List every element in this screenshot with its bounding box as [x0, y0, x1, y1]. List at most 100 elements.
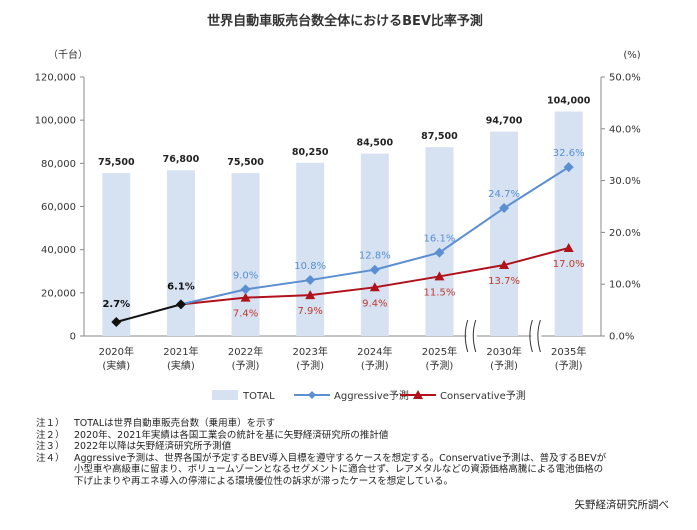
- conservative-point-label: 11.5%: [424, 287, 456, 298]
- aggressive-point-label: 16.1%: [424, 234, 456, 245]
- total-bar: [296, 162, 325, 336]
- footnote-key: 注４）: [36, 452, 65, 464]
- axis-break-mark: [464, 319, 469, 353]
- source-credit: 矢野経済研究所調べ: [574, 499, 670, 511]
- aggressive-point: [499, 203, 510, 214]
- footnotes: 注１） TOTALは世界自動車販売台数（乗用車）を示す 注２） 2020年、2021…: [36, 418, 676, 488]
- conservative-point-label: 13.7%: [488, 276, 520, 287]
- left-tick-label: 20,000: [41, 288, 76, 299]
- aggressive-point: [434, 247, 445, 258]
- total-bar-label: 75,500: [227, 157, 264, 168]
- aggressive-point: [305, 275, 316, 286]
- legend-aggressive-marker: [308, 391, 316, 399]
- x-tick-label-sub: (予測): [296, 359, 324, 372]
- total-bar-label: 84,500: [356, 138, 393, 149]
- conservative-point: [240, 292, 251, 302]
- x-tick-label-year: 2022年: [228, 345, 263, 358]
- conservative-point: [563, 242, 574, 252]
- right-tick-label: 30.0%: [609, 176, 641, 187]
- footnote-3: 注３） 2022年以降は矢野経済研究所予測値: [36, 441, 676, 453]
- x-tick-label-sub: (予測): [426, 359, 454, 372]
- bars-layer: [102, 111, 583, 337]
- right-tick-label: 10.0%: [609, 280, 641, 291]
- right-tick-label: 0.0%: [609, 332, 634, 343]
- labels-layer: 75,500 76,800 75,500 80,250 84,500 87,500 94,7…: [98, 96, 591, 320]
- conservative-point-label: 17.0%: [553, 259, 585, 270]
- chart-svg: 世界自動車販売台数全体におけるBEV比率予測 （千台） (%) 0 20,000 4…: [35, 13, 641, 402]
- total-bar: [360, 153, 389, 336]
- lines-layer: [111, 162, 574, 328]
- legend-aggressive-label: Aggressive予測: [334, 389, 409, 402]
- footnote-key: 注１）: [36, 418, 65, 429]
- aggressive-point-label: 12.8%: [359, 251, 391, 262]
- chart-title: 世界自動車販売台数全体におけるBEV比率予測: [207, 13, 483, 29]
- actual-line: [116, 303, 182, 323]
- total-bar: [425, 147, 454, 336]
- total-bar: [102, 173, 131, 336]
- left-tick-label: 120,000: [35, 73, 76, 84]
- x-tick-label-year: 2020年: [99, 345, 134, 358]
- left-tick-label: 80,000: [41, 159, 76, 170]
- footnote-4: 注４） Aggressive予測は、世界各国が予定するBEV導入目標を遵守するケー…: [36, 453, 676, 465]
- right-tick-label: 40.0%: [609, 124, 641, 135]
- axis-break-gap: [531, 318, 542, 358]
- total-bar: [554, 111, 583, 337]
- total-bar-label: 75,500: [98, 157, 135, 168]
- conservative-point: [369, 282, 380, 292]
- axis-break-mark: [537, 319, 541, 353]
- aggressive-point-label: 9.0%: [233, 270, 258, 281]
- actual-point-label: 2.7%: [102, 299, 130, 310]
- total-bar: [231, 173, 260, 336]
- aggressive-point-label: 24.7%: [488, 189, 520, 200]
- right-tick-label: 20.0%: [609, 228, 641, 239]
- left-tick-label: 40,000: [41, 245, 76, 256]
- left-tick-label: 60,000: [41, 202, 76, 213]
- x-tick-label-year: 2035年: [551, 345, 586, 358]
- aggressive-point-label: 10.8%: [294, 261, 326, 272]
- aggressive-point: [563, 162, 574, 173]
- total-bar-label: 94,700: [486, 116, 523, 127]
- aggressive-point: [240, 284, 251, 295]
- x-tick-label-year: 2025年: [422, 345, 457, 358]
- conservative-point: [499, 260, 510, 270]
- total-bar-label: 104,000: [547, 96, 591, 107]
- total-bar: [490, 131, 519, 336]
- footnote-text: TOTALは世界自動車販売台数（乗用車）を示す: [74, 418, 276, 429]
- total-bar-label: 76,800: [163, 154, 200, 165]
- axis-break-mark: [472, 319, 477, 353]
- x-tick-label-sub: (予測): [555, 359, 583, 372]
- footnote-text: Aggressive予測は、世界各国が予定するBEV導入目標を遵守するケースを想…: [74, 452, 607, 464]
- axes: 0 20,000 40,000 60,000 80,000 100,000 120,000 0…: [35, 73, 641, 373]
- actual-point-label: 6.1%: [167, 281, 195, 292]
- conservative-point: [305, 290, 316, 300]
- axis-break-gap: [466, 318, 477, 358]
- x-tick-label-sub: (予測): [232, 359, 260, 372]
- footnote-1: 注１） TOTALは世界自動車販売台数（乗用車）を示す: [36, 418, 676, 430]
- axis-breaks: [464, 318, 542, 358]
- x-tick-label-sub: (予測): [490, 359, 518, 372]
- total-bar: [166, 170, 195, 336]
- x-tick-label-year: 2023年: [292, 345, 327, 358]
- footnote-4-cont-2: 下げ止まりや再エネ導入の停滞による環境優位性の訴求が滞ったケースを想定している。: [74, 475, 453, 487]
- footnote-2: 注２） 2020年、2021年実績は各国工業会の統計を基に矢野経済研究所の推計値: [36, 430, 676, 442]
- footnote-text: 2020年、2021年実績は各国工業会の統計を基に矢野経済研究所の推計値: [74, 429, 389, 441]
- conservative-point: [434, 271, 445, 281]
- conservative-point-label: 7.4%: [233, 309, 258, 320]
- x-tick-label-sub: (実績): [102, 359, 130, 372]
- footnote-4-cont-1: 小型車や高級車に留まり、ボリュームゾーンとなるセグメントに適合せず、レアメタルな…: [74, 464, 604, 476]
- x-tick-label-sub: (予測): [361, 359, 389, 372]
- total-bar-label: 87,500: [421, 131, 458, 142]
- actual-point: [111, 317, 122, 328]
- footnote-key: 注３）: [36, 441, 65, 453]
- legend-conservative-marker: [413, 390, 423, 399]
- right-axis-unit: (%): [623, 50, 640, 61]
- aggressive-point-label: 32.6%: [553, 148, 585, 159]
- legend-total-swatch: [212, 390, 238, 400]
- legend-conservative-label: Conservative予測: [440, 389, 526, 402]
- legend-total-label: TOTAL: [242, 391, 275, 402]
- x-tick-label-year: 2021年: [163, 345, 198, 358]
- axis-break-mark: [529, 319, 533, 353]
- left-tick-label: 0: [70, 332, 76, 343]
- total-bar-label: 80,250: [292, 147, 329, 158]
- conservative-point-label: 7.9%: [297, 306, 322, 317]
